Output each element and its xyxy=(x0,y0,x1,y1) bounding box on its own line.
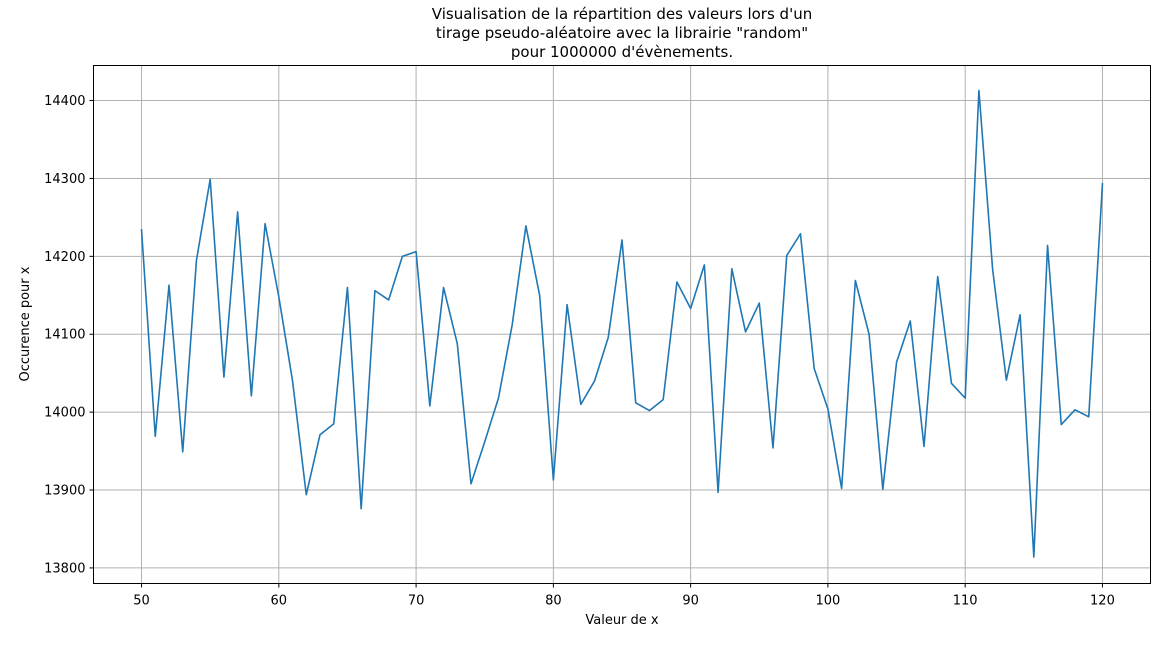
x-axis: 50 60 70 80 90 100 110 120 xyxy=(133,583,1115,609)
y-tick-label: 14300 xyxy=(44,172,85,187)
x-axis-label: Valeur de x xyxy=(585,613,659,628)
y-tick-label: 13800 xyxy=(44,561,85,576)
y-tick-label: 14100 xyxy=(44,328,85,343)
series-line xyxy=(140,89,1104,558)
x-tick-label: 100 xyxy=(815,594,840,609)
x-tick-label: 120 xyxy=(1090,594,1115,609)
chart-title-line-1: Visualisation de la répartition des vale… xyxy=(432,5,812,23)
plot-frame xyxy=(93,65,1151,584)
y-tick-label: 14000 xyxy=(44,406,85,421)
x-tick-label: 50 xyxy=(133,594,150,609)
series xyxy=(140,89,1104,558)
x-tick-label: 60 xyxy=(271,594,288,609)
x-tick-label: 90 xyxy=(682,594,699,609)
y-tick-label: 14400 xyxy=(44,94,85,109)
chart-title-line-3: pour 1000000 d'évènements. xyxy=(511,43,733,61)
y-axis-label: Occurence pour x xyxy=(18,266,33,381)
y-tick-label: 13900 xyxy=(44,484,85,499)
y-tick-label: 14200 xyxy=(44,250,85,265)
x-tick-label: 70 xyxy=(408,594,425,609)
y-axis: 13800 13900 14000 14100 14200 14300 14400 xyxy=(44,94,94,576)
chart-title: Visualisation de la répartition des vale… xyxy=(432,5,812,61)
x-tick-label: 80 xyxy=(545,594,562,609)
grid xyxy=(93,65,1151,584)
x-tick-label: 110 xyxy=(953,594,978,609)
chart-title-line-2: tirage pseudo-aléatoire avec la librairi… xyxy=(436,24,808,42)
